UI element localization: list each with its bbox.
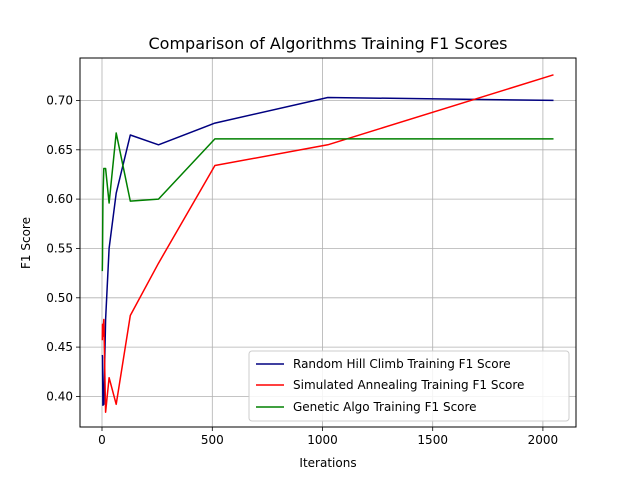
y-tick-label: 0.70 bbox=[46, 93, 73, 107]
x-tick-label: 2000 bbox=[528, 433, 559, 447]
ticks: 0 500 1000 1500 2000 0.40 0.45 0.50 0.55 0.60 0.65… bbox=[46, 93, 558, 447]
chart-title: Comparison of Algorithms Training F1 Sco… bbox=[148, 34, 507, 53]
y-tick-label: 0.40 bbox=[46, 389, 73, 403]
x-axis-label: Iterations bbox=[299, 456, 356, 470]
x-tick-label: 1500 bbox=[417, 433, 448, 447]
series-line-genetic-algo bbox=[101, 132, 554, 272]
series-line-simulated-annealing bbox=[101, 74, 554, 413]
grid bbox=[80, 58, 576, 427]
y-tick-label: 0.45 bbox=[46, 340, 73, 354]
plot-lines bbox=[101, 74, 554, 413]
plot-frame bbox=[79, 57, 577, 428]
legend: Random Hill Climb Training F1 Score Simu… bbox=[248, 350, 570, 422]
y-tick-label: 0.60 bbox=[46, 192, 73, 206]
legend-label-simulated-annealing: Simulated Annealing Training F1 Score bbox=[293, 378, 524, 392]
y-axis-label: F1 Score bbox=[19, 217, 33, 269]
x-tick-label: 500 bbox=[201, 433, 224, 447]
y-tick-label: 0.50 bbox=[46, 291, 73, 305]
y-tick-label: 0.65 bbox=[46, 143, 73, 157]
legend-label-genetic-algo: Genetic Algo Training F1 Score bbox=[293, 400, 477, 414]
series-line-random-hill-climb bbox=[101, 96, 554, 407]
y-tick-label: 0.55 bbox=[46, 241, 73, 255]
x-tick-label: 0 bbox=[98, 433, 106, 447]
x-tick-label: 1000 bbox=[307, 433, 338, 447]
legend-label-random-hill-climb: Random Hill Climb Training F1 Score bbox=[293, 357, 511, 371]
legend-box bbox=[248, 350, 570, 422]
